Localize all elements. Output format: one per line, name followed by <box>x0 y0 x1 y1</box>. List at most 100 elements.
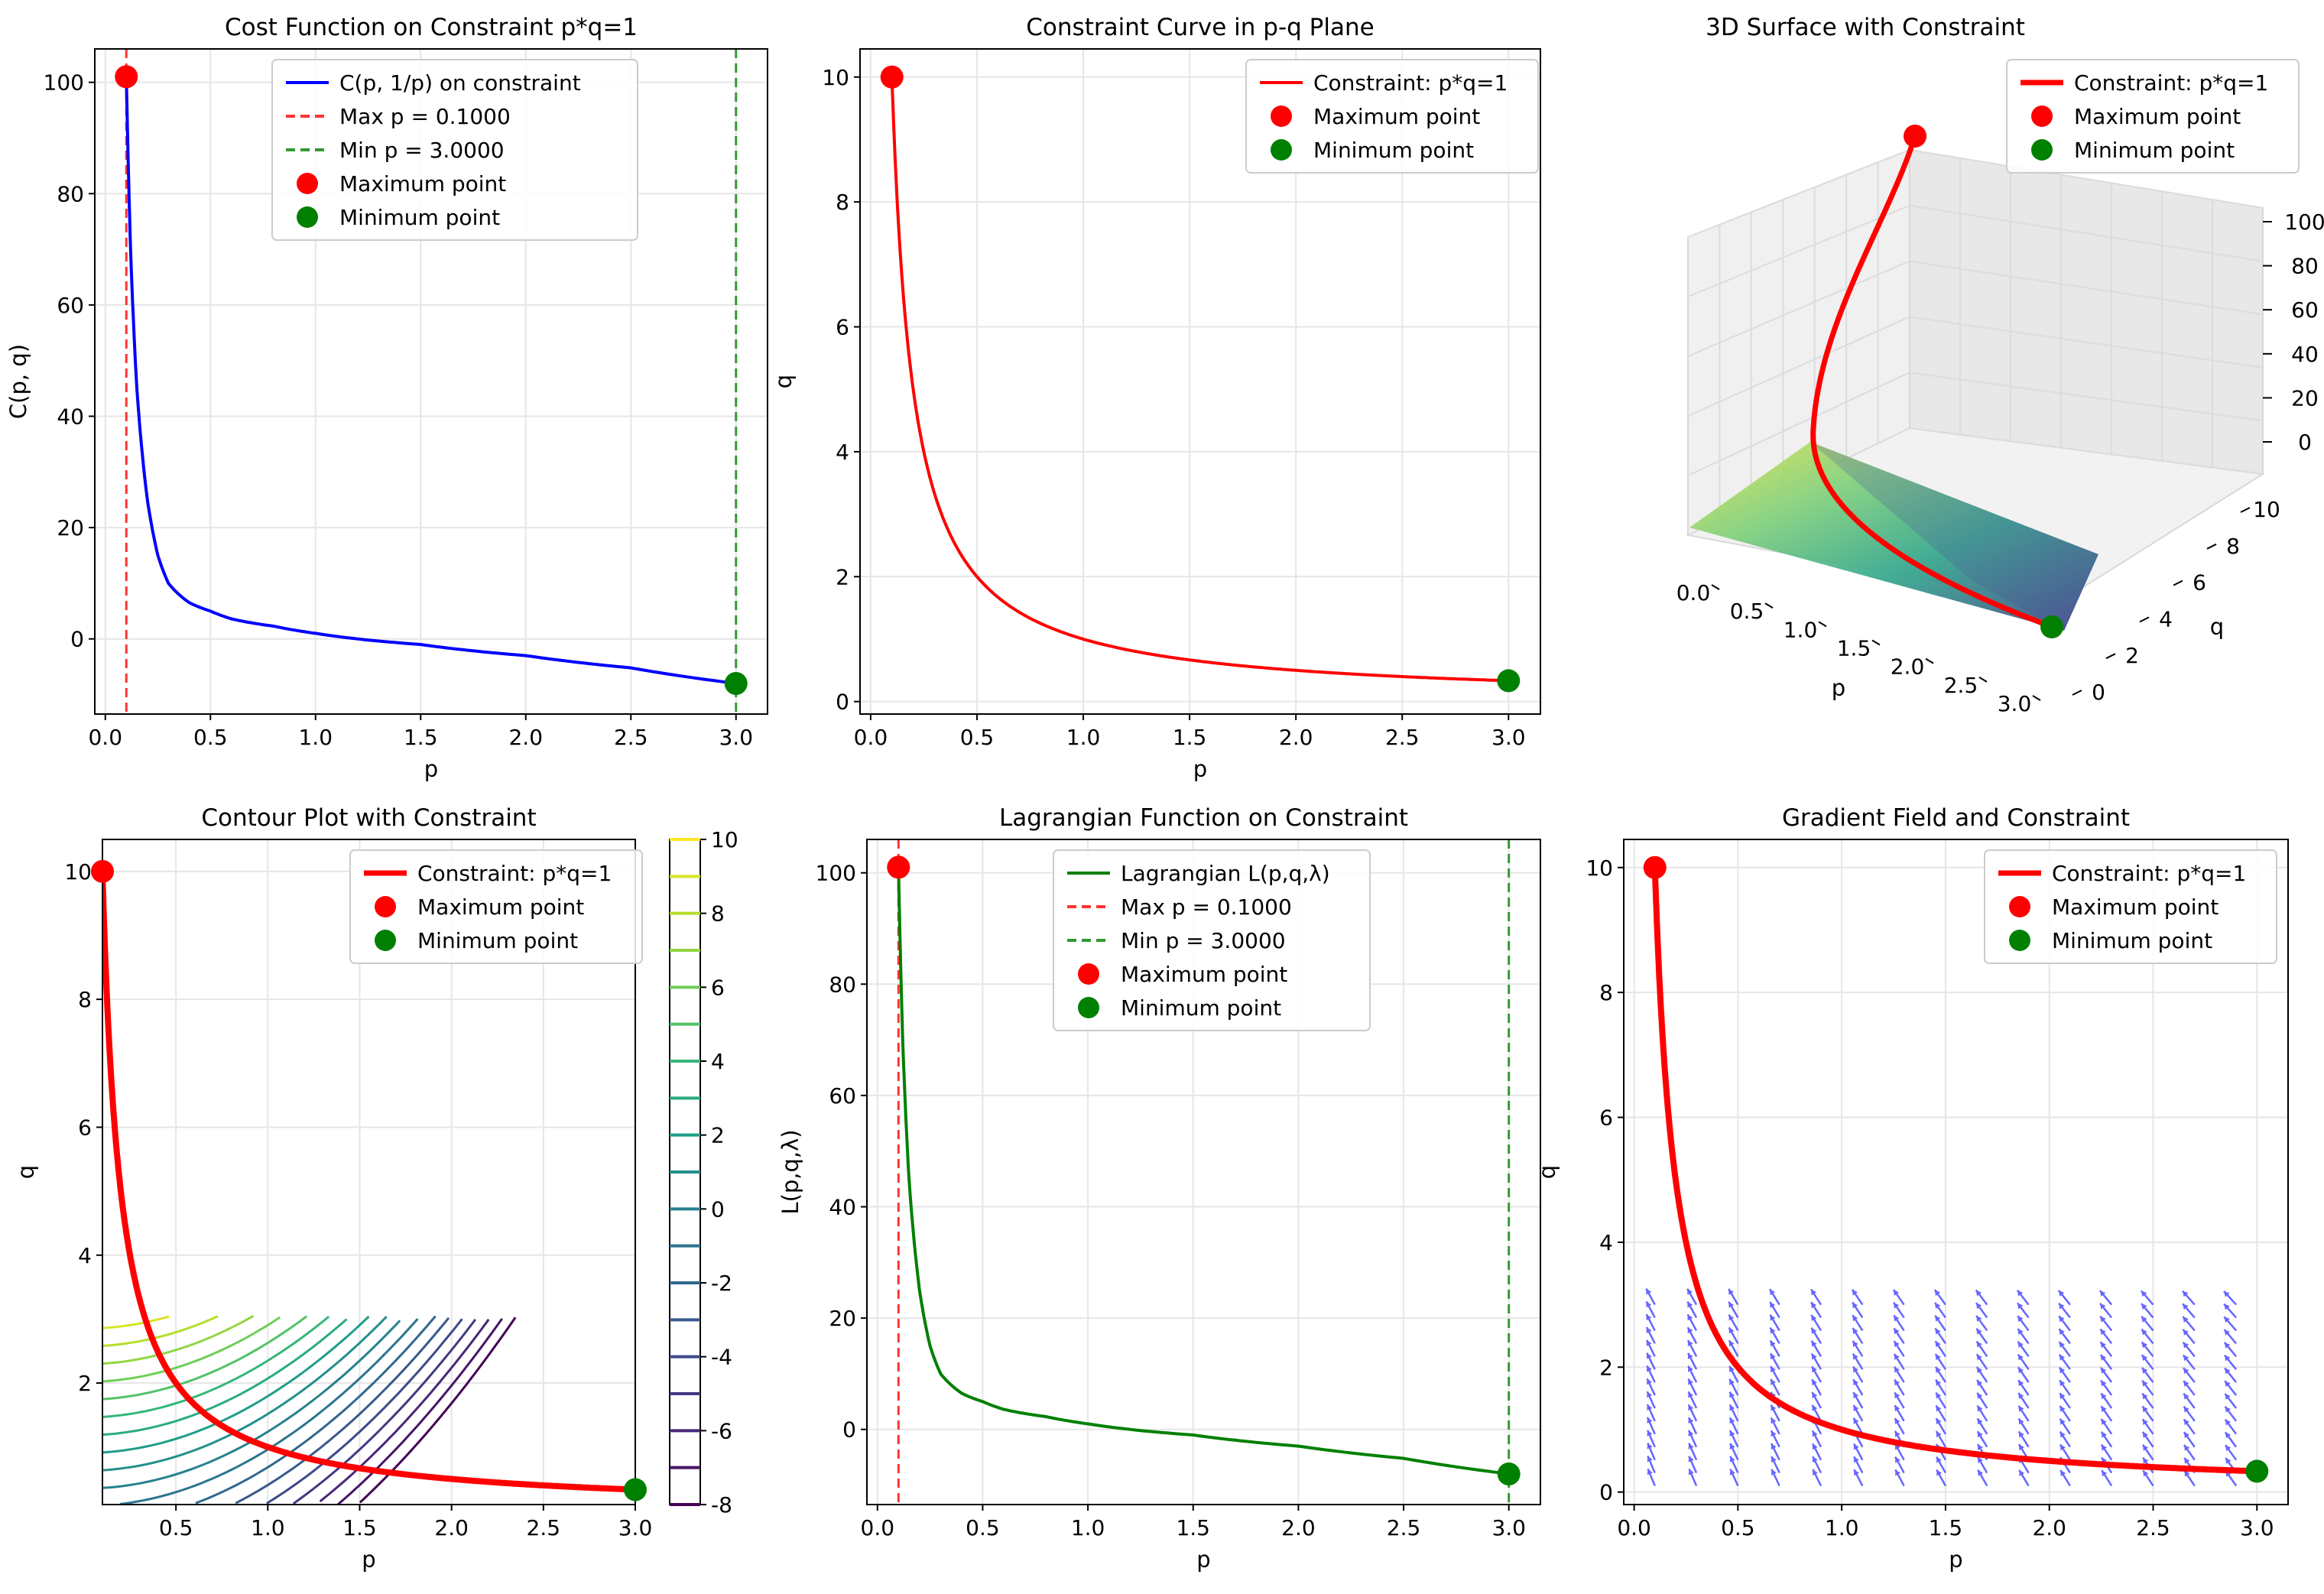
gradient-arrowhead <box>2183 1303 2189 1310</box>
contour-line <box>292 1318 477 1505</box>
legend: Constraint: p*q=1 Maximum point Minimum po… <box>1984 849 2277 964</box>
gradient-arrowhead <box>2059 1380 2066 1387</box>
y-axis-label: q <box>13 1165 39 1179</box>
gradient-arrowhead <box>1688 1365 1693 1372</box>
y-tick-label: 60 <box>829 1083 856 1109</box>
x-tick-label: 1.0 <box>298 725 333 750</box>
gradient-arrowhead <box>2183 1355 2189 1362</box>
y-tick-label: 100 <box>44 70 84 96</box>
gradient-arrowhead <box>1771 1430 1777 1437</box>
minimum-point <box>724 671 748 695</box>
gradient-arrowhead <box>2017 1367 2024 1374</box>
x-tick-label: 0.5 <box>960 725 995 750</box>
y-tick <box>2105 653 2116 660</box>
colorbar-tick-label: -2 <box>711 1271 732 1296</box>
x-tick-label: 2.0 <box>508 725 543 750</box>
gradient-arrowhead <box>1771 1404 1777 1411</box>
y-axis-label: q <box>2210 614 2224 640</box>
contour-line <box>319 1318 490 1503</box>
maximum-point <box>91 859 114 883</box>
gradient-arrowhead <box>1812 1404 1818 1411</box>
gradient-arrowhead <box>1729 1365 1735 1372</box>
x-tick-label: 2.0 <box>2032 1515 2066 1540</box>
gradient-arrowhead <box>1936 1469 1943 1476</box>
gradient-arrowhead <box>2100 1354 2107 1361</box>
gradient-arrowhead <box>1729 1378 1735 1385</box>
y-tick-label: 2 <box>836 564 849 589</box>
gradient-arrowhead <box>2099 1290 2106 1297</box>
gradient-arrowhead <box>2059 1354 2066 1361</box>
x-tick-label: 1.5 <box>1176 1515 1210 1540</box>
gradient-arrowhead <box>1771 1366 1776 1373</box>
legend: Constraint: p*q=1 Maximum point Minimum po… <box>2006 59 2300 174</box>
gradient-arrowhead <box>1936 1405 1942 1412</box>
legend-box <box>1984 849 2277 964</box>
gradient-arrowhead <box>1852 1289 1858 1296</box>
surface <box>1689 442 2098 631</box>
x-tick-label: 3.0 <box>1491 1515 1526 1540</box>
x-tick-label: 0.0 <box>1617 1515 1651 1540</box>
axes-frame <box>94 48 768 715</box>
chart-title: Constraint Curve in p-q Plane <box>1026 14 1374 41</box>
maximum-point <box>1643 855 1667 879</box>
x-axis-label: p <box>362 1547 375 1573</box>
gradient-arrowhead <box>1770 1327 1776 1334</box>
gradient-arrowhead <box>2142 1406 2148 1413</box>
gradient-arrowhead <box>1936 1456 1942 1463</box>
y-tick <box>2139 616 2150 623</box>
gradient-arrowhead <box>2224 1316 2230 1323</box>
pane-grid <box>1909 260 2264 316</box>
gradient-arrowhead <box>2018 1418 2024 1425</box>
pane-grid <box>1909 372 2264 422</box>
contour-line <box>102 1316 281 1383</box>
gradient-arrowhead <box>1729 1417 1735 1424</box>
x-tick <box>1978 676 1988 683</box>
legend: Constraint: p*q=1 Maximum point Minimum po… <box>1245 59 1539 174</box>
legend-label: Minimum point <box>417 928 578 953</box>
gradient-arrowhead <box>2224 1303 2230 1310</box>
gradient-arrowhead <box>1852 1315 1858 1322</box>
gradient-arrowhead <box>1729 1469 1735 1476</box>
x-axis-label: p <box>424 756 438 782</box>
gradient-arrowhead <box>2224 1355 2231 1362</box>
x-tick <box>1711 584 1720 590</box>
y-tick-label: 10 <box>1586 855 1613 881</box>
x-tick-label: 2.5 <box>614 725 648 750</box>
gradient-arrowhead <box>2183 1432 2190 1439</box>
legend-label: Maximum point <box>417 894 584 920</box>
plot-p5: Lagrangian Function on Constraint 0.0 0.5 1… <box>777 804 1541 1573</box>
gradient-arrowhead <box>2101 1418 2107 1425</box>
gradient-arrowhead <box>1977 1405 1983 1412</box>
y-tick <box>2240 507 2251 513</box>
z-tick-label: 80 <box>2291 254 2319 279</box>
gradient-arrowhead <box>2143 1444 2149 1451</box>
x-tick-label: 0.0 <box>861 1515 895 1540</box>
y-tick-label: 8 <box>78 987 92 1012</box>
gradient-arrowhead <box>1976 1354 1982 1361</box>
constraint-curve <box>102 871 635 1493</box>
gradient-arrowhead <box>1894 1302 1900 1309</box>
plot-p2: Constraint Curve in p-q Plane 0.0 0.5 1.0 1.… <box>771 14 1541 782</box>
gradient-arrowhead <box>2059 1367 2066 1374</box>
gradient-arrowhead <box>1978 1469 1984 1476</box>
y-tick-label: 0 <box>842 1417 856 1443</box>
gradient-arrowhead <box>1646 1339 1652 1346</box>
minimum-point <box>2245 1459 2269 1483</box>
gradient-arrowhead <box>2143 1457 2149 1464</box>
legend-marker <box>2009 896 2030 917</box>
y-tick-label: 6 <box>2193 570 2206 596</box>
y-tick-label: 20 <box>829 1306 856 1331</box>
maximum-point <box>1904 125 1926 148</box>
x-tick-label: 3.0 <box>1998 691 2032 716</box>
gradient-arrowhead <box>1935 1366 1941 1373</box>
gradient-arrowhead <box>2018 1392 2024 1399</box>
gradient-arrowhead <box>1687 1288 1693 1295</box>
gradient-arrowhead <box>1646 1314 1652 1321</box>
gradient-arrowhead <box>1934 1290 1941 1297</box>
minimum-point <box>2040 615 2063 638</box>
legend-label: Minimum point <box>339 205 500 230</box>
x-axis-label: p <box>1949 1547 1962 1573</box>
legend-label: C(p, 1/p) on constraint <box>339 70 581 96</box>
gradient-arrowhead <box>2225 1445 2231 1452</box>
y-axis-label: C(p, q) <box>5 344 31 419</box>
